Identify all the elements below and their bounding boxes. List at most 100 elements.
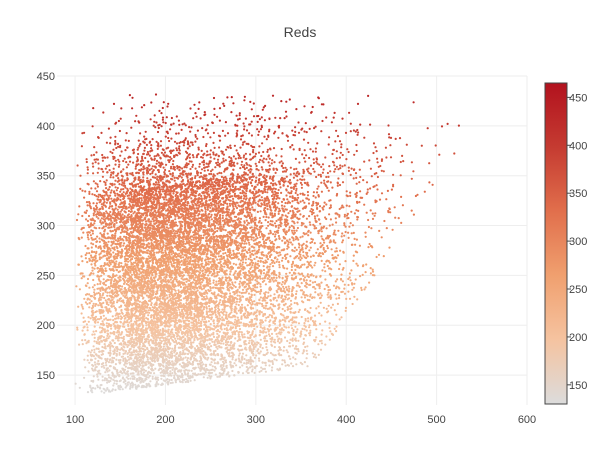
- scatter-point: [109, 249, 112, 252]
- scatter-point: [375, 184, 378, 187]
- scatter-point: [336, 254, 340, 257]
- scatter-point: [115, 260, 118, 263]
- scatter-point: [325, 227, 328, 230]
- scatter-point: [193, 379, 196, 382]
- scatter-point: [197, 148, 200, 151]
- scatter-point: [182, 349, 185, 352]
- scatter-point: [367, 225, 370, 229]
- scatter-point: [85, 218, 88, 221]
- scatter-point: [296, 179, 299, 182]
- scatter-point: [115, 354, 118, 357]
- scatter-point: [205, 144, 208, 148]
- scatter-point: [389, 144, 392, 147]
- scatter-point: [294, 126, 297, 129]
- scatter-point: [138, 350, 141, 353]
- scatter-point: [165, 198, 168, 201]
- scatter-point: [350, 282, 354, 285]
- scatter-point: [148, 311, 151, 314]
- scatter-point: [366, 191, 369, 194]
- scatter-point: [288, 271, 291, 274]
- scatter-point: [303, 178, 306, 181]
- scatter-point: [288, 178, 292, 182]
- scatter-point: [87, 320, 90, 323]
- scatter-point: [242, 224, 245, 227]
- scatter-point: [259, 350, 262, 353]
- scatter-point: [376, 161, 379, 164]
- scatter-point: [235, 303, 238, 306]
- scatter-point: [257, 290, 260, 293]
- scatter-point: [426, 127, 429, 130]
- scatter-point: [291, 344, 294, 347]
- scatter-point: [341, 290, 344, 293]
- scatter-point: [213, 362, 216, 365]
- scatter-point: [230, 157, 233, 160]
- scatter-point: [349, 130, 352, 133]
- scatter-point: [239, 191, 242, 195]
- scatter-point: [151, 138, 154, 141]
- scatter-point: [117, 276, 120, 279]
- scatter-point: [125, 132, 128, 135]
- scatter-point: [213, 107, 216, 110]
- scatter-point: [83, 211, 86, 214]
- scatter-point: [162, 264, 165, 267]
- scatter-point: [239, 280, 242, 283]
- scatter-point: [150, 101, 153, 104]
- scatter-point: [81, 307, 85, 310]
- scatter-point: [268, 128, 271, 131]
- scatter-point: [209, 323, 212, 326]
- scatter-point: [80, 277, 83, 280]
- scatter-point: [109, 261, 112, 265]
- scatter-point: [102, 301, 105, 304]
- scatter-point: [132, 152, 135, 155]
- scatter-point: [217, 282, 220, 285]
- scatter-point: [193, 207, 196, 210]
- scatter-point: [277, 226, 280, 229]
- scatter-point: [264, 104, 267, 107]
- scatter-point: [187, 256, 190, 259]
- scatter-point: [180, 128, 183, 131]
- scatter-point: [222, 252, 225, 255]
- scatter-point: [319, 222, 322, 225]
- scatter-point: [169, 320, 172, 323]
- scatter-point: [254, 279, 257, 282]
- scatter-point: [86, 354, 89, 357]
- scatter-point: [315, 227, 318, 230]
- scatter-point: [175, 153, 178, 156]
- scatter-point: [416, 193, 419, 196]
- scatter-point: [352, 254, 355, 257]
- scatter-point: [310, 237, 313, 240]
- scatter-point: [252, 307, 255, 310]
- scatter-point: [255, 255, 258, 259]
- scatter-point: [152, 220, 155, 223]
- scatter-point: [223, 265, 226, 268]
- scatter-point: [414, 194, 417, 198]
- scatter-point: [236, 162, 239, 165]
- scatter-point: [192, 238, 195, 241]
- scatter-point: [262, 265, 265, 268]
- scatter-point: [319, 242, 322, 245]
- scatter-point: [229, 360, 232, 363]
- scatter-point: [275, 219, 278, 223]
- scatter-point: [185, 280, 188, 283]
- scatter-point: [210, 183, 213, 186]
- scatter-point: [225, 177, 228, 180]
- scatter-point: [92, 272, 95, 275]
- scatter-point: [225, 217, 228, 220]
- scatter-point: [368, 242, 371, 246]
- scatter-point: [111, 151, 114, 155]
- scatter-point: [97, 270, 100, 274]
- scatter-point: [347, 283, 350, 287]
- scatter-point: [169, 370, 172, 373]
- scatter-point: [339, 151, 342, 154]
- scatter-point: [168, 332, 171, 335]
- scatter-point: [212, 141, 215, 144]
- scatter-point: [309, 164, 313, 167]
- scatter-point: [114, 327, 117, 330]
- scatter-point: [225, 148, 228, 151]
- scatter-point: [291, 337, 294, 340]
- scatter-point: [260, 154, 263, 158]
- scatter-point: [308, 249, 311, 252]
- scatter-point: [243, 95, 246, 98]
- scatter-point: [294, 325, 297, 328]
- scatter-point: [178, 311, 181, 314]
